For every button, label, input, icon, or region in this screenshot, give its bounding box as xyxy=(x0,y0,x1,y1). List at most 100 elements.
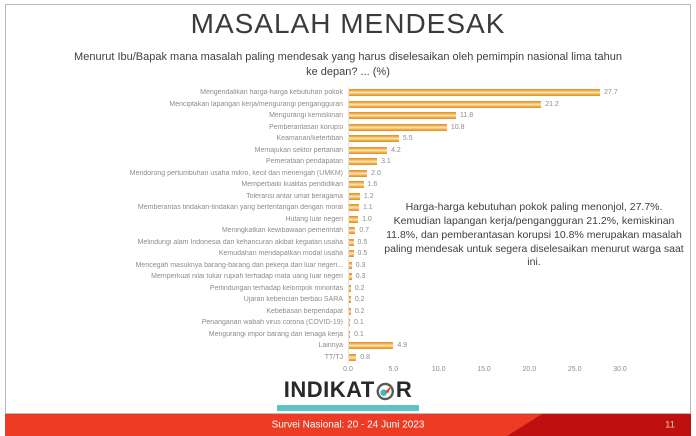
bar-track: 0.3 xyxy=(348,259,688,271)
category-label: Pemberantasan korupsi xyxy=(269,123,343,131)
value-label: 0.1 xyxy=(354,319,364,327)
category-label: Kebebasan berpendapat xyxy=(266,307,343,315)
bar-track: 0.8 xyxy=(348,351,688,363)
slide-subtitle: Menurut Ibu/Bapak mana masalah paling me… xyxy=(74,51,622,79)
annotation-text: Harga-harga kebutuhan pokok paling menon… xyxy=(384,201,684,269)
bar xyxy=(349,342,394,350)
chart-row: Memperbaiki kualitas pendidikan 1.6 xyxy=(8,179,688,191)
bar xyxy=(349,158,378,166)
bar-track: 5.5 xyxy=(348,133,688,145)
bar xyxy=(349,100,542,108)
category-label: Mengendalikan harga-harga kebutuhan poko… xyxy=(200,89,343,97)
bar-track: 0.2 xyxy=(348,294,688,306)
chart-row: Ujaran kebencian berbau SARA 0.2 xyxy=(8,294,688,306)
bar xyxy=(349,169,368,177)
chart-row: Meningkatkan kewibawaan pemerintah 0.7 xyxy=(8,225,688,237)
bar-track: 2.0 xyxy=(348,167,688,179)
value-label: 0.2 xyxy=(354,296,365,304)
value-label: 0.1 xyxy=(354,330,364,338)
x-tick-label: 10.0 xyxy=(431,366,446,373)
bar-track: 1.2 xyxy=(348,190,688,202)
chart-row: Mendorong pertumbuhan usaha mikro, kecil… xyxy=(8,167,688,179)
category-label: Menciptakan lapangan kerja/mengurangi pe… xyxy=(169,100,343,108)
x-tick-label: 20.0 xyxy=(522,366,537,373)
footer-survey-label: Survei Nasional: 20 - 24 Juni 2023 xyxy=(271,419,425,431)
logo-text-right: R xyxy=(395,377,413,402)
bar-track: 0.2 xyxy=(348,282,688,294)
x-tick-label: 15.0 xyxy=(477,366,491,373)
teal-accent-bar xyxy=(277,405,419,411)
value-label: 0.8 xyxy=(360,353,370,361)
bar xyxy=(349,273,352,281)
chart-row: Memajukan sektor pertanian 4.2 xyxy=(8,144,688,156)
category-label: Perlindungan terhadap kelompok minoritas xyxy=(209,284,343,292)
category-label: Mengurangi impor barang dan tenaga kerja xyxy=(208,330,343,338)
value-label: 10.8 xyxy=(450,123,465,131)
value-label: 27.7 xyxy=(604,89,618,97)
bar-track: 1.0 xyxy=(348,213,688,225)
x-tick-label: 25.0 xyxy=(567,366,582,373)
chart-row: Memperkuat nilai tukar rupiah terhadap m… xyxy=(8,271,688,283)
category-label: Hutang luar negeri xyxy=(285,215,343,223)
category-label: Penanganan wabah virus corona (COVID-19) xyxy=(201,319,343,327)
bar-track: 4.2 xyxy=(348,144,688,156)
bar-track: 0.5 xyxy=(348,236,688,248)
chart-row: Pemberantasan korupsi 10.8 xyxy=(8,121,688,133)
category-label: Kemudahan mendapatkan modal usaha xyxy=(218,250,343,258)
chart-row: Mengurangi kemiskinan 11.8 xyxy=(8,110,688,122)
value-label: 1.0 xyxy=(362,215,372,223)
value-label: 0.3 xyxy=(355,273,366,281)
bar-track: 10.8 xyxy=(348,121,688,133)
page-number: 11 xyxy=(665,419,675,431)
value-label: 4.9 xyxy=(397,342,408,350)
chart-row: Menciptakan lapangan kerja/mengurangi pe… xyxy=(8,98,688,110)
category-label: Mencegah masuknya barang-barang dan peke… xyxy=(135,261,343,269)
bar xyxy=(349,319,350,327)
chart-row: Toleransi antar umat beragama 1.2 xyxy=(8,190,688,202)
chart-row: Keamanan/ketertiban 5.5 xyxy=(8,133,688,145)
category-label: Memberantas tindakan-tindakan yang berte… xyxy=(137,204,343,212)
chart-row: Mengendalikan harga-harga kebutuhan poko… xyxy=(8,87,688,99)
category-label: Melindungi alam Indonesia dari kehancura… xyxy=(137,238,343,246)
bar-track: 0.1 xyxy=(348,317,688,329)
bar xyxy=(349,89,601,97)
value-label: 1.2 xyxy=(363,192,374,200)
category-label: Mengurangi kemiskinan xyxy=(269,112,343,120)
indikator-logo: INDIKAT R xyxy=(284,377,412,403)
bar xyxy=(349,238,354,246)
bar-chart: Mengendalikan harga-harga kebutuhan poko… xyxy=(8,87,688,380)
value-label: 4.2 xyxy=(391,146,401,154)
category-label: Memperkuat nilai tukar rupiah terhadap m… xyxy=(151,273,343,281)
value-label: 11.8 xyxy=(459,112,474,120)
chart-row: Pemerataan pendapatan 3.1 xyxy=(8,156,688,168)
bar-track: 11.8 xyxy=(348,110,688,122)
bar xyxy=(349,227,356,235)
chart-row: Penanganan wabah virus corona (COVID-19)… xyxy=(8,317,688,329)
value-label: 1.1 xyxy=(362,204,373,212)
logo-text-left: INDIKAT xyxy=(283,377,375,402)
chart-rows: Mengendalikan harga-harga kebutuhan poko… xyxy=(8,87,688,363)
value-label: 0.5 xyxy=(357,238,368,246)
chart-row: Perlindungan terhadap kelompok minoritas… xyxy=(8,282,688,294)
chart-row: Mengurangi impor barang dan tenaga kerja… xyxy=(8,328,688,340)
category-label: Ujaran kebencian berbau SARA xyxy=(243,296,343,304)
value-label: 0.7 xyxy=(359,227,370,235)
value-label: 5.5 xyxy=(402,135,413,143)
bar xyxy=(349,296,351,304)
value-label: 1.6 xyxy=(367,181,378,189)
slide-title: MASALAH MENDESAK xyxy=(190,8,506,39)
chart-row: Mencegah masuknya barang-barang dan peke… xyxy=(8,259,688,271)
chart-row: Lainnya 4.9 xyxy=(8,340,688,352)
chart-row: Melindungi alam Indonesia dari kehancura… xyxy=(8,236,688,248)
chart-row: TT/TJ 0.8 xyxy=(8,351,688,363)
bar xyxy=(349,307,351,315)
value-label: 0.2 xyxy=(354,307,365,315)
category-label: Meningkatkan kewibawaan pemerintah xyxy=(221,227,343,235)
x-tick-label: 30.0 xyxy=(613,366,627,373)
category-label: Memajukan sektor pertanian xyxy=(254,146,343,154)
bar-track: 1.6 xyxy=(348,179,688,191)
bar xyxy=(349,215,359,223)
category-label: Pemerataan pendapatan xyxy=(265,158,343,166)
category-label: TT/TJ xyxy=(324,353,343,361)
value-label: 0.3 xyxy=(355,261,366,269)
